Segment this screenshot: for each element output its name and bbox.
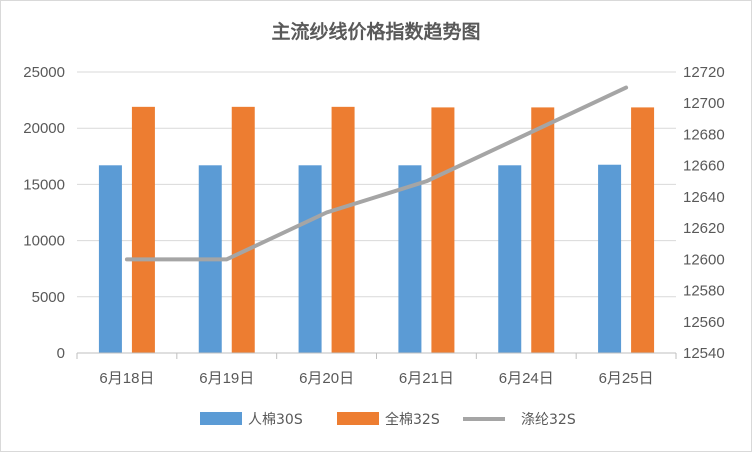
bar-cotton-32s — [131, 106, 155, 354]
y-right-tick-label: 12540 — [683, 345, 725, 362]
y-right-tick-label: 12720 — [683, 64, 725, 81]
y-left-tick-label: 25000 — [23, 64, 65, 81]
y-right-tick-label: 12600 — [683, 251, 725, 268]
bar-cotton-32s — [631, 107, 655, 353]
axes: 0 5000 10000 15000 20000 25000 12540 12560 12580… — [23, 64, 724, 387]
bar-cotton-32s — [331, 106, 355, 354]
x-tick-label: 6月25日 — [599, 370, 654, 387]
bar-rayon-30s — [98, 165, 122, 353]
y-right-tick-label: 12560 — [683, 314, 725, 331]
legend: 人棉30S 全棉32S 涤纶32S — [200, 411, 576, 428]
line-group — [124, 85, 629, 262]
bar-rayon-30s — [498, 165, 522, 353]
x-tick-label: 6月20日 — [299, 370, 354, 387]
bar-rayon-30s — [398, 165, 422, 353]
y-left-tick-label: 0 — [57, 345, 65, 362]
legend-label: 涤纶32S — [521, 412, 576, 428]
y-right-tick-label: 12640 — [683, 189, 725, 206]
y-right-tick-label: 12580 — [683, 283, 725, 300]
bar-group — [98, 106, 655, 354]
bar-rayon-30s — [298, 165, 322, 353]
x-tick-label: 6月18日 — [99, 370, 154, 387]
legend-label: 人棉30S — [248, 411, 303, 428]
x-tick-label: 6月24日 — [499, 370, 554, 387]
chart-title: 主流纱线价格指数趋势图 — [271, 20, 480, 43]
gridlines — [77, 71, 676, 354]
y-right-tick-label: 12680 — [683, 126, 725, 143]
x-tick-label: 6月21日 — [399, 370, 454, 387]
y-right-tick-label: 12660 — [683, 158, 725, 175]
y-left-tick-label: 10000 — [23, 233, 65, 250]
bar-cotton-32s — [231, 106, 255, 354]
legend-swatch — [200, 412, 242, 425]
bar-rayon-30s — [598, 164, 622, 353]
y-right-tick-label: 12700 — [683, 95, 725, 112]
bar-cotton-32s — [431, 107, 455, 353]
x-tick-label: 6月19日 — [199, 370, 254, 387]
y-left-tick-label: 5000 — [32, 289, 65, 306]
y-right-tick-label: 12620 — [683, 220, 725, 237]
line-polyester-32s — [124, 85, 629, 262]
y-left-tick-label: 20000 — [23, 120, 65, 137]
bar-cotton-32s — [531, 107, 555, 353]
legend-label: 全棉32S — [385, 411, 440, 428]
y-left-tick-label: 15000 — [23, 176, 65, 193]
legend-swatch — [337, 412, 379, 425]
